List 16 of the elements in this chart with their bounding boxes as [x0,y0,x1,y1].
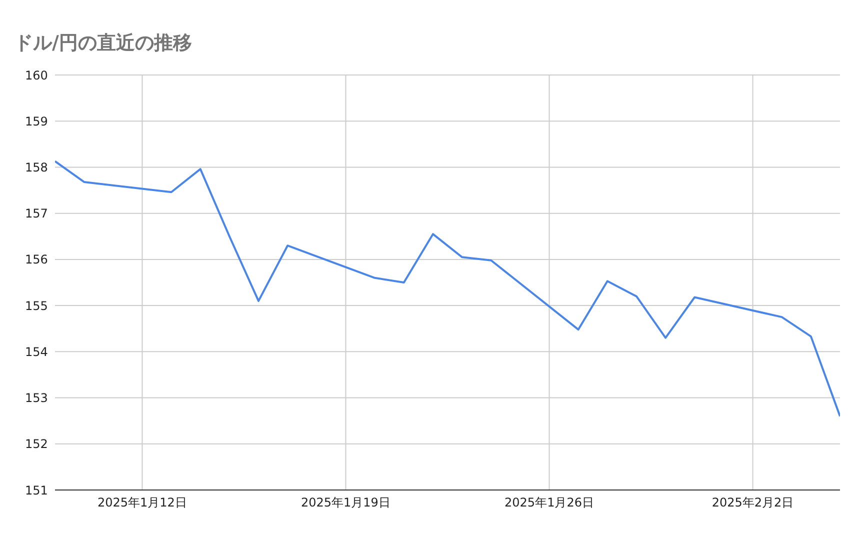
y-tick-label: 160 [25,68,48,82]
x-tick-label: 2025年1月26日 [504,496,594,510]
line-series [55,160,840,418]
y-tick-label: 151 [25,483,48,498]
chart-title: ドル/円の直近の推移 [14,31,192,56]
y-tick-label: 152 [25,437,48,452]
x-tick-label: 2025年2月2日 [712,496,794,510]
y-tick-label: 153 [25,391,48,406]
y-tick-label: 158 [25,160,48,174]
x-tick-label: 2025年1月12日 [97,496,187,510]
y-tick-label: 157 [25,206,48,221]
y-tick-label: 155 [25,298,48,313]
x-tick-label: 2025年1月19日 [301,496,390,510]
y-tick-label: 154 [25,344,48,359]
y-tick-label: 156 [25,252,48,267]
y-tick-label: 159 [25,114,48,128]
